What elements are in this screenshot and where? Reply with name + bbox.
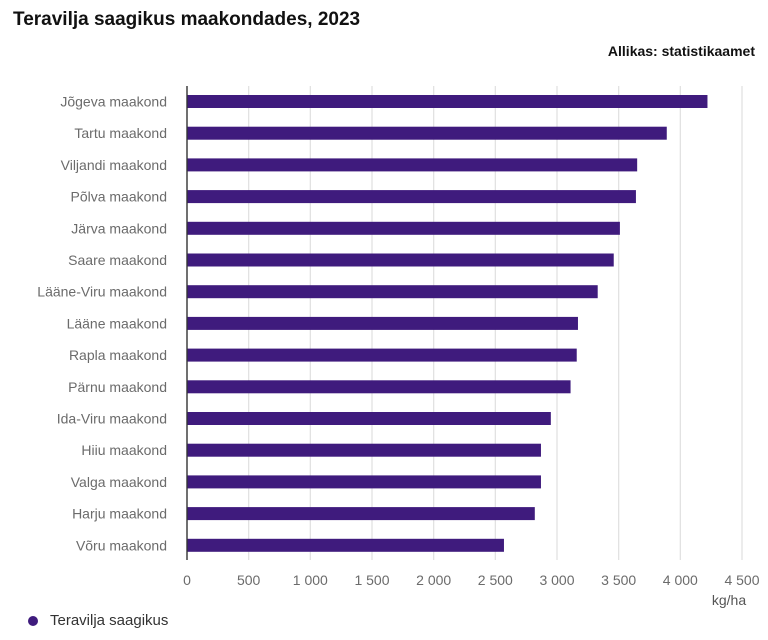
legend: Teravilja saagikus <box>28 612 168 629</box>
bar <box>187 412 551 425</box>
x-tick-label: 1 000 <box>293 572 328 588</box>
x-tick-label: 2 000 <box>416 572 451 588</box>
category-label: Lääne-Viru maakond <box>37 284 167 300</box>
x-tick-label: 4 500 <box>724 572 759 588</box>
category-label: Lääne maakond <box>67 315 167 331</box>
x-tick-label: 3 000 <box>539 572 574 588</box>
bar <box>187 507 535 521</box>
bar <box>187 253 614 267</box>
bar <box>187 316 578 330</box>
category-label: Valga maakond <box>71 474 167 490</box>
bars <box>187 95 708 552</box>
x-tick-label: 500 <box>237 572 261 588</box>
chart-source: Allikas: statistikaamet <box>607 43 755 59</box>
category-label: Hiiu maakond <box>81 442 167 458</box>
bar <box>187 95 708 108</box>
category-label: Järva maakond <box>71 220 167 236</box>
x-tick-label: 1 500 <box>354 572 389 588</box>
category-label: Ida-Viru maakond <box>57 411 167 427</box>
category-label: Rapla maakond <box>69 347 167 363</box>
bar <box>187 221 620 235</box>
legend-marker <box>28 615 38 626</box>
category-label: Jõgeva maakond <box>60 94 167 110</box>
x-tick-label: 4 000 <box>663 572 698 588</box>
category-label: Võru maakond <box>76 537 167 553</box>
bar <box>187 443 541 457</box>
bar <box>187 190 636 204</box>
category-labels: Jõgeva maakond Tartu maakond Viljandi maak… <box>37 94 167 554</box>
legend-label: Teravilja saagikus <box>50 612 169 629</box>
category-label: Viljandi maakond <box>61 157 167 173</box>
bar <box>187 285 598 299</box>
x-tick-labels: 0 500 1 000 1 500 2 000 2 500 3 000 3 500 4 000 4… <box>183 572 760 588</box>
bar <box>187 348 577 362</box>
x-axis-unit-label: kg/ha <box>712 592 746 608</box>
x-tick-label: 2 500 <box>478 572 513 588</box>
bar <box>187 158 638 172</box>
category-label: Põlva maakond <box>70 189 167 205</box>
chart-title: Teravilja saagikus maakondades, 2023 <box>13 9 361 30</box>
bar <box>187 380 571 394</box>
category-label: Saare maakond <box>68 252 167 268</box>
category-label: Tartu maakond <box>74 125 167 141</box>
bar <box>187 538 504 552</box>
bar <box>187 126 667 140</box>
x-tick-label: 3 500 <box>601 572 636 588</box>
category-label: Harju maakond <box>72 506 167 522</box>
category-label: Pärnu maakond <box>68 379 167 395</box>
x-tick-label: 0 <box>183 572 191 588</box>
bar <box>187 475 541 489</box>
